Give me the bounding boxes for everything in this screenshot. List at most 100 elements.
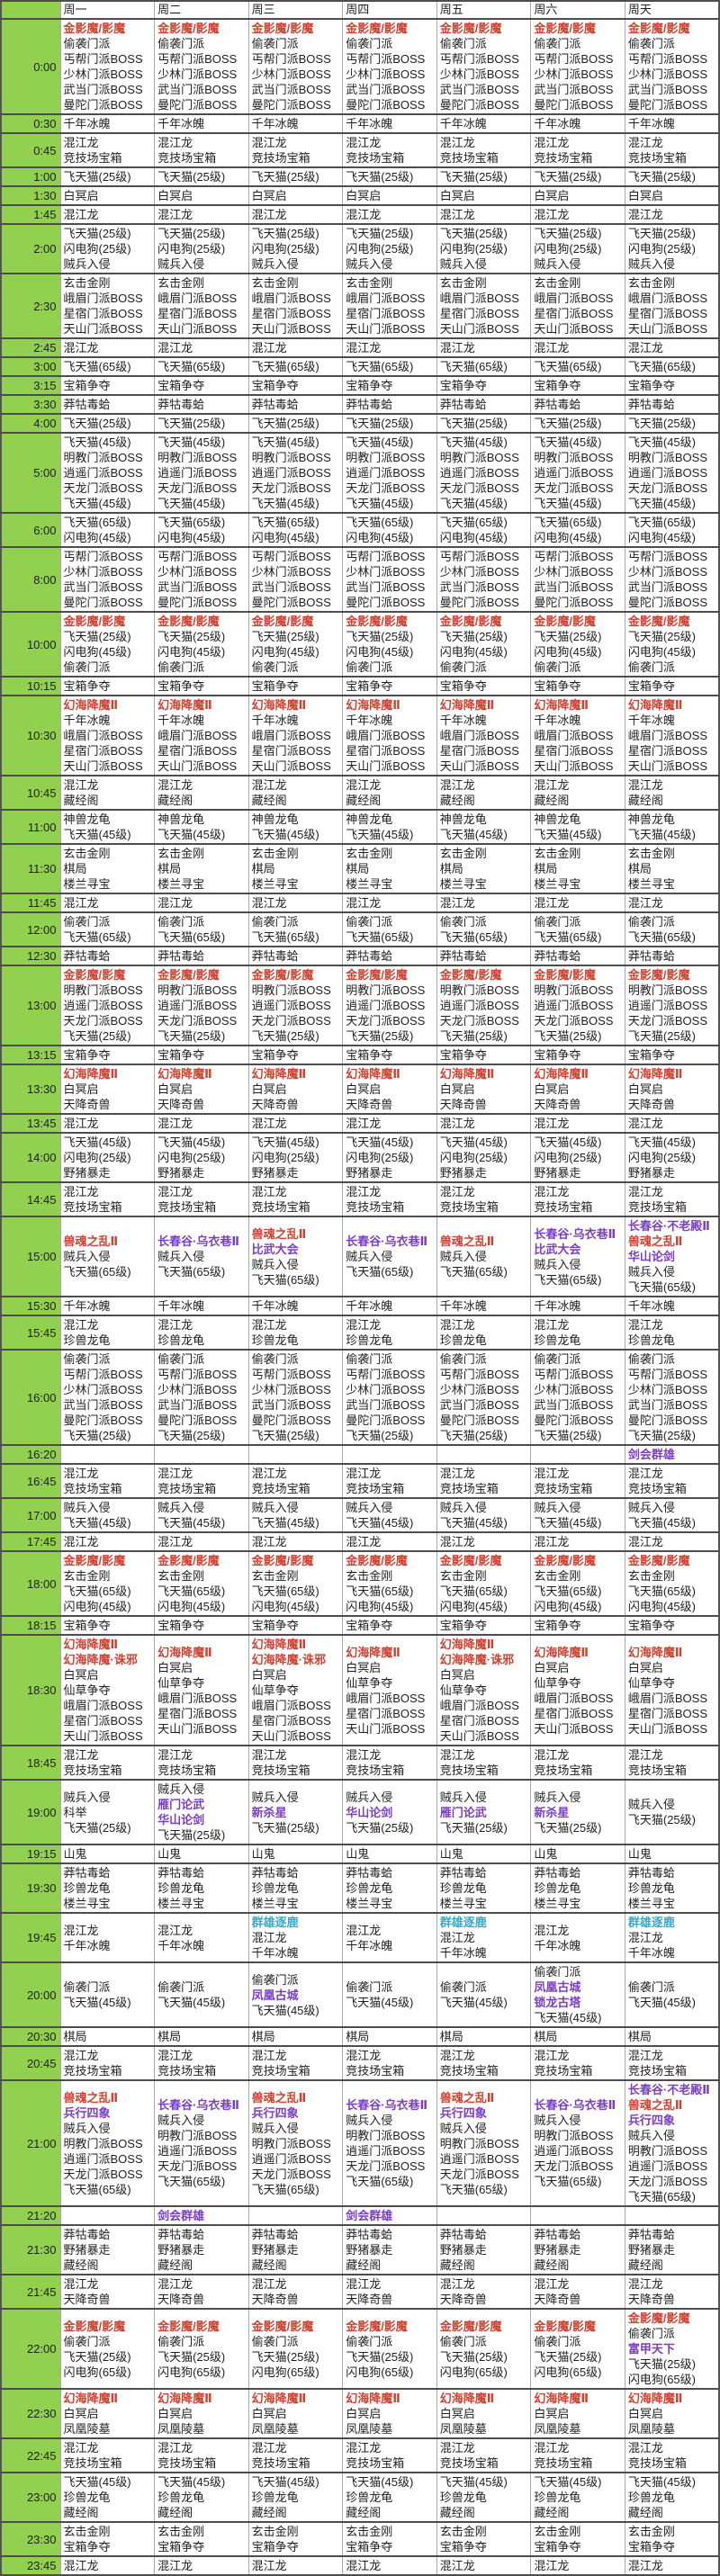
event-label: 星宿门派BOSS bbox=[439, 1714, 519, 1728]
schedule-cell: 混江龙 bbox=[59, 204, 156, 225]
event-label: 棋局 bbox=[346, 862, 370, 875]
schedule-cell: 幻海降魔Ⅱ 白冥启 凤凰陵墓 bbox=[342, 2388, 437, 2439]
event-label: 楼兰寻宝 bbox=[63, 877, 111, 891]
event-label: 逍遥门派BOSS bbox=[251, 999, 331, 1012]
schedule-cell: 金影魔/影魔 明教门派BOSS 逍遥门派BOSS 天龙门派BOSS 飞天猫(25级) bbox=[59, 965, 156, 1046]
event-label: 天龙门派BOSS bbox=[439, 2167, 519, 2181]
time-label: 11:45 bbox=[0, 893, 61, 913]
event-label: 幻海降魔Ⅱ bbox=[63, 2392, 119, 2405]
event-label: 藏经阁 bbox=[346, 2258, 382, 2272]
schedule-cell: 飞天猫(25级) 闪电狗(25级) 贼兵入侵 bbox=[248, 223, 344, 274]
schedule-cell: 混江龙 竞技场宝箱 bbox=[342, 132, 437, 168]
event-label: 闪电狗(45级) bbox=[158, 645, 226, 659]
event-label: 金影魔/影魔 bbox=[534, 968, 596, 982]
event-label: 偷袭门派 bbox=[627, 1980, 675, 1994]
event-label: 闪电狗(25级) bbox=[346, 242, 414, 256]
schedule-cell: 混江龙 竞技场宝箱 bbox=[342, 2437, 437, 2473]
schedule-cell: 混江龙 bbox=[624, 337, 720, 358]
schedule-cell: 宝箱争夺 bbox=[436, 1045, 532, 1065]
event-label: 天降奇兽 bbox=[251, 2293, 299, 2306]
schedule-cell: 金影魔/影魔 明教门派BOSS 逍遥门派BOSS 天龙门派BOSS 飞天猫(25级) bbox=[624, 965, 720, 1046]
event-label: 珍兽龙龟 bbox=[534, 2491, 581, 2504]
schedule-cell bbox=[436, 2205, 532, 2226]
schedule-cell: 棋局 bbox=[530, 2026, 626, 2047]
event-label: 宝箱争夺 bbox=[63, 679, 111, 693]
event-label: 飞天猫(25级) bbox=[534, 630, 602, 643]
event-label: 玄击金刚 bbox=[534, 847, 581, 860]
table-row: 18:30 幻海降魔Ⅱ 幻海降魔·诛邪 白冥启 仙草争夺 峨眉门派BOSS 星宿门派BOSS… bbox=[0, 1634, 720, 1746]
event-label: 飞天猫(65级) bbox=[63, 516, 131, 529]
schedule-cell: 玄击金刚 峨眉门派BOSS 星宿门派BOSS 天山门派BOSS bbox=[624, 273, 720, 339]
time-label: 21:20 bbox=[0, 2205, 61, 2226]
schedule-cell bbox=[530, 2205, 626, 2226]
event-label: 藏经阁 bbox=[627, 2506, 663, 2519]
schedule-cell: 金影魔/影魔 偷袭门派 飞天猫(25级) 闪电狗(65级) bbox=[59, 2308, 156, 2390]
event-label: 金影魔/影魔 bbox=[439, 968, 502, 982]
table-row: 18:00 金影魔/影魔 玄击金刚 飞天猫(65级) 闪电狗(45级) 金影魔/影魔 玄击金… bbox=[0, 1550, 720, 1617]
event-label: 幻海降魔Ⅱ bbox=[158, 2392, 212, 2405]
schedule-cell: 混江龙 竞技场宝箱 bbox=[59, 1181, 156, 1217]
event-label: 飞天猫(65级) bbox=[627, 516, 696, 529]
event-label: 兽魂之乱Ⅱ bbox=[627, 1234, 683, 1248]
schedule-cell: 幻海降魔Ⅱ 白冥启 仙草争夺 峨眉门派BOSS 星宿门派BOSS 天山门派BOSS bbox=[342, 1634, 437, 1746]
event-label: 混江龙 bbox=[346, 2559, 382, 2572]
event-label: 竞技场宝箱 bbox=[63, 1482, 122, 1495]
event-label: 神兽龙龟 bbox=[439, 812, 487, 826]
schedule-cell: 混江龙 bbox=[154, 1531, 249, 1552]
event-label: 长春谷·乌衣巷Ⅱ bbox=[346, 2098, 428, 2112]
time-label: 17:45 bbox=[0, 1531, 61, 1552]
event-label: 飞天猫(65级) bbox=[251, 930, 320, 944]
event-label: 金影魔/影魔 bbox=[158, 22, 220, 35]
time-label: 19:30 bbox=[0, 1862, 61, 1914]
event-label: 飞天猫(25级) bbox=[627, 417, 696, 430]
event-label: 峨眉门派BOSS bbox=[158, 292, 238, 305]
event-label: 明教门派BOSS bbox=[534, 451, 614, 464]
time-label: 13:00 bbox=[0, 965, 61, 1046]
event-label: 少林门派BOSS bbox=[346, 67, 426, 81]
event-label: 少林门派BOSS bbox=[346, 565, 426, 579]
time-label: 16:45 bbox=[0, 1463, 61, 1499]
schedule-cell: 混江龙 bbox=[436, 1531, 532, 1552]
schedule-cell: 混江龙 竞技场宝箱 bbox=[436, 132, 532, 168]
schedule-cell: 偷袭门派 飞天猫(45级) bbox=[342, 1961, 437, 2028]
event-label: 飞天猫(65级) bbox=[158, 1265, 226, 1279]
schedule-cell: 偷袭门派 丐帮门派BOSS 少林门派BOSS 武当门派BOSS 曼陀门派BOSS 飞天猫(… bbox=[342, 1349, 437, 1446]
event-label: 混江龙 bbox=[627, 2277, 663, 2291]
event-label: 竞技场宝箱 bbox=[251, 1482, 310, 1495]
event-label: 藏经阁 bbox=[158, 2506, 194, 2519]
schedule-cell: 混江龙 竞技场宝箱 bbox=[248, 132, 344, 168]
table-row: 22:00 金影魔/影魔 偷袭门派 飞天猫(25级) 闪电狗(65级) 金影魔/影魔 偷袭门… bbox=[0, 2308, 720, 2390]
event-label: 明教门派BOSS bbox=[251, 451, 331, 464]
event-label: 丐帮门派BOSS bbox=[439, 550, 519, 563]
event-label: 竞技场宝箱 bbox=[346, 1482, 405, 1495]
schedule-cell: 偷袭门派 丐帮门派BOSS 少林门派BOSS 武当门派BOSS 曼陀门派BOSS 飞天猫(… bbox=[59, 1349, 156, 1446]
event-label: 贼兵入侵 bbox=[251, 1257, 299, 1271]
event-label: 贼兵入侵 bbox=[627, 1501, 675, 1514]
event-label: 曼陀门派BOSS bbox=[63, 596, 143, 609]
event-label: 少林门派BOSS bbox=[534, 1383, 614, 1396]
schedule-cell: 丐帮门派BOSS 少林门派BOSS 武当门派BOSS 曼陀门派BOSS bbox=[154, 546, 249, 613]
table-row: 10:30 幻海降魔Ⅱ 千年冰魄 峨眉门派BOSS 星宿门派BOSS 天山门派BOSS 幻海… bbox=[0, 695, 720, 776]
time-label: 10:30 bbox=[0, 695, 61, 776]
schedule-cell: 飞天猫(25级) 闪电狗(25级) 贼兵入侵 bbox=[624, 223, 720, 274]
event-label: 飞天猫(45级) bbox=[534, 2475, 602, 2489]
schedule-cell: 贼兵入侵 飞天猫(45级) bbox=[624, 1497, 720, 1533]
event-label: 混江龙 bbox=[627, 136, 663, 149]
event-label: 逍遥门派BOSS bbox=[439, 466, 519, 480]
event-label: 偷袭门派 bbox=[439, 37, 487, 50]
schedule-cell: 剑会群雄 bbox=[624, 1444, 720, 1465]
event-label: 野猪暴走 bbox=[251, 2243, 299, 2257]
event-label: 野猪暴走 bbox=[534, 1166, 581, 1180]
event-label: 莽牯毒蛤 bbox=[158, 949, 205, 963]
event-label: 曼陀门派BOSS bbox=[534, 98, 614, 112]
event-label: 偷袭门派 bbox=[158, 660, 205, 674]
event-label: 长春谷·乌衣巷Ⅱ bbox=[158, 1234, 239, 1248]
event-label: 天龙门派BOSS bbox=[627, 1014, 707, 1028]
event-label: 幻海降魔Ⅱ bbox=[251, 1638, 307, 1651]
table-row: 10:45 混江龙 藏经阁 混江龙 藏经阁 混江龙 藏经阁 混江龙 藏经阁 混江龙 藏经阁 混江龙 藏经… bbox=[0, 775, 720, 811]
table-row: 22:30 幻海降魔Ⅱ 白冥启 凤凰陵墓 幻海降魔Ⅱ 白冥启 凤凰陵墓 幻海降魔Ⅱ 白冥启 凤凰陵… bbox=[0, 2388, 720, 2439]
schedule-cell: 山鬼 bbox=[436, 1844, 532, 1864]
event-label: 飞天猫(45级) bbox=[627, 435, 696, 449]
time-label: 5:00 bbox=[0, 432, 61, 514]
event-label: 凤凰陵墓 bbox=[251, 2422, 299, 2436]
